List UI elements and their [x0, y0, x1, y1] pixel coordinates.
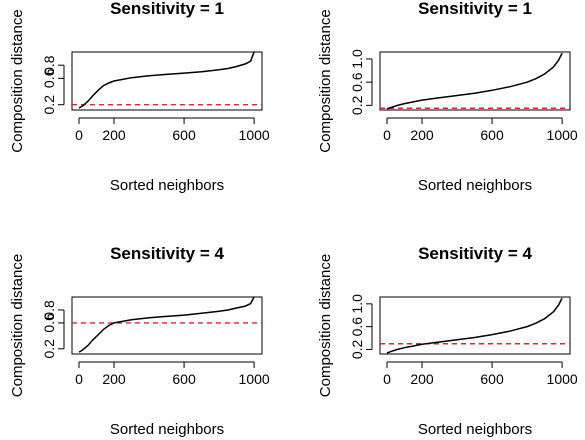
x-axis-label: Sorted neighbors — [418, 421, 532, 438]
x-tick-label: 200 — [102, 371, 126, 387]
x-tick-label: 1000 — [547, 127, 578, 143]
x-tick-label: 200 — [102, 127, 126, 143]
x-tick-label: 0 — [75, 371, 83, 387]
x-tick-label: 600 — [172, 127, 196, 143]
x-tick-label: 1000 — [547, 371, 578, 387]
y-tick-label: 1.0 — [349, 49, 365, 69]
y-tick-label: 0.2 — [349, 339, 365, 359]
data-line — [78, 51, 255, 109]
y-tick-label: 0.2 — [41, 95, 57, 115]
x-tick-label: 1000 — [239, 127, 270, 143]
x-tick-label: 0 — [383, 371, 391, 387]
y-tick-label: 0.2 — [349, 95, 365, 115]
y-tick-label: 0.6 — [41, 68, 57, 88]
plot-frame — [379, 296, 571, 355]
y-tick-label: 0.8 — [41, 300, 57, 320]
y-tick-label: 0.6 — [349, 72, 365, 92]
y-tick-label: 0.8 — [41, 55, 57, 75]
plot-frame — [379, 51, 571, 111]
y-tick-label: 1.0 — [349, 294, 365, 314]
data-line — [78, 296, 255, 353]
x-tick-label: 600 — [172, 371, 196, 387]
x-tick-label: 1000 — [239, 371, 270, 387]
y-tick-label: 0.6 — [349, 317, 365, 337]
y-axis-label: Composition distance — [9, 254, 26, 397]
y-axis-label: Composition distance — [317, 254, 334, 397]
y-axis-label: Composition distance — [9, 9, 26, 152]
x-axis-label: Sorted neighbors — [418, 177, 532, 194]
x-tick-label: 0 — [75, 127, 83, 143]
plot-frame — [71, 51, 263, 111]
chart-title: Sensitivity = 4 — [418, 244, 532, 263]
data-line — [386, 52, 563, 110]
x-axis-label: Sorted neighbors — [110, 177, 224, 194]
chart-title: Sensitivity = 1 — [110, 0, 224, 18]
y-axis-label: Composition distance — [317, 9, 334, 152]
x-tick-label: 0 — [383, 127, 391, 143]
chart-title: Sensitivity = 1 — [418, 0, 532, 18]
x-tick-label: 600 — [480, 127, 504, 143]
plot-frame — [71, 296, 263, 355]
x-tick-label: 200 — [410, 127, 434, 143]
y-tick-label: 0.2 — [41, 339, 57, 359]
x-tick-label: 600 — [480, 371, 504, 387]
x-axis-label: Sorted neighbors — [110, 421, 224, 438]
x-tick-label: 200 — [410, 371, 434, 387]
data-line — [386, 297, 563, 354]
y-tick-label: 0.6 — [41, 313, 57, 333]
chart-title: Sensitivity = 4 — [110, 244, 224, 263]
